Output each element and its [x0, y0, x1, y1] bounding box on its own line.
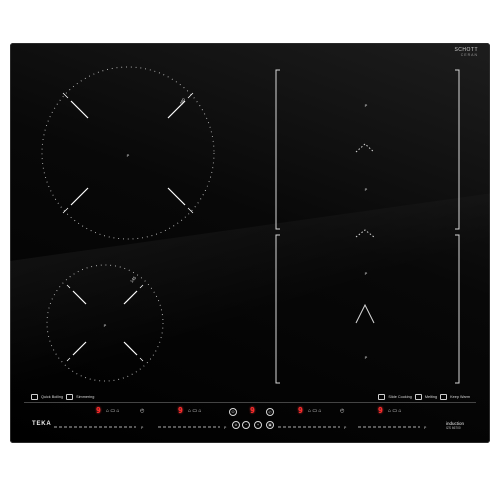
- zone-4-function-icons[interactable]: ⌂ ▭ ⌂: [388, 408, 402, 414]
- zone-1-function-icons[interactable]: ⌂ ▭ ⌂: [106, 408, 120, 414]
- large-zone-power-label: P: [127, 153, 130, 158]
- center-display: 9: [250, 406, 255, 415]
- zone-3-timer-icon[interactable]: ◴: [340, 408, 345, 414]
- flex-power-label-3: P: [365, 271, 368, 276]
- model-code: IZS 66700: [445, 426, 461, 430]
- glass-brand-logo: SCHOTT CERAN: [454, 48, 478, 58]
- glass-line-name: CERAN: [460, 53, 478, 57]
- model-tech: induction: [445, 421, 464, 426]
- quick-boiling-icon: [31, 394, 38, 400]
- control-panel-divider: [24, 402, 476, 403]
- simmering-icon: [66, 394, 74, 400]
- flex-power-label-1: P: [365, 103, 368, 108]
- slider-1-label: P: [141, 426, 144, 430]
- legend-melting: Melting: [424, 395, 438, 399]
- slider-3-label: P: [344, 426, 347, 430]
- brand-logo: TEKA: [32, 421, 52, 427]
- flex-bracket-bottom-right: [455, 234, 460, 384]
- small-cooking-zone[interactable]: P 145: [46, 264, 164, 382]
- plus-button[interactable]: +: [254, 421, 262, 429]
- zone-display-4: 9: [378, 406, 383, 415]
- flex-cooking-zone[interactable]: [275, 69, 460, 384]
- flex-bracket-top-left: [275, 69, 280, 230]
- glass-brand-name: SCHOTT: [454, 47, 478, 53]
- slider-4-label: P: [424, 426, 427, 430]
- slide-cooking-icon: [378, 394, 386, 400]
- flex-chevron-3: [355, 303, 375, 324]
- minus-button[interactable]: −: [242, 421, 250, 429]
- small-zone-size-label: 145: [129, 275, 138, 284]
- melting-icon: [414, 394, 422, 400]
- legend-simmering: Simmering: [76, 395, 95, 399]
- model-label: induction IZS 66700: [446, 421, 464, 431]
- zone-3-function-icons[interactable]: ⌂ ▭ ⌂: [308, 408, 322, 414]
- legend-left: Quick Boiling Simmering: [31, 394, 94, 400]
- zone-display-2: 9: [178, 406, 183, 415]
- legend-quick-boiling: Quick Boiling: [41, 395, 64, 399]
- flex-power-label-4: P: [365, 355, 368, 360]
- power-button[interactable]: ⏻: [229, 408, 237, 416]
- lock-button[interactable]: ⊙: [232, 421, 240, 429]
- large-zone-ring: [41, 66, 215, 240]
- small-zone-power-label: P: [104, 323, 107, 328]
- flex-chevron-2: [355, 229, 375, 238]
- stop-go-button[interactable]: ▣: [266, 421, 274, 429]
- legend-keep-warm: Keep Warm: [450, 395, 470, 399]
- small-zone-ring: [46, 264, 164, 382]
- flex-bracket-top-right: [455, 69, 460, 230]
- legend-slide-cooking: Slide Cooking: [388, 395, 412, 399]
- slider-2-label: P: [224, 426, 227, 430]
- timer-button[interactable]: ◴: [266, 408, 274, 416]
- ceramic-hob: SCHOTT CERAN P 280: [10, 43, 490, 443]
- keep-warm-icon: [440, 394, 448, 400]
- zone-1-timer-icon[interactable]: ◴: [140, 408, 145, 414]
- zone-2-function-icons[interactable]: ⌂ ▭ ⌂: [188, 408, 202, 414]
- zone-display-3: 9: [298, 406, 303, 415]
- large-cooking-zone[interactable]: P 280: [41, 66, 215, 240]
- flex-bracket-bottom-left: [275, 234, 280, 384]
- large-zone-size-label: 280: [179, 97, 187, 106]
- flex-power-label-2: P: [365, 187, 368, 192]
- zone-display-1: 9: [96, 406, 101, 415]
- legend-right: Slide Cooking Melting Keep Warm: [378, 394, 470, 400]
- flex-chevron-1: [355, 143, 375, 153]
- cooking-zones-graphic: P 280 P 145: [41, 66, 460, 428]
